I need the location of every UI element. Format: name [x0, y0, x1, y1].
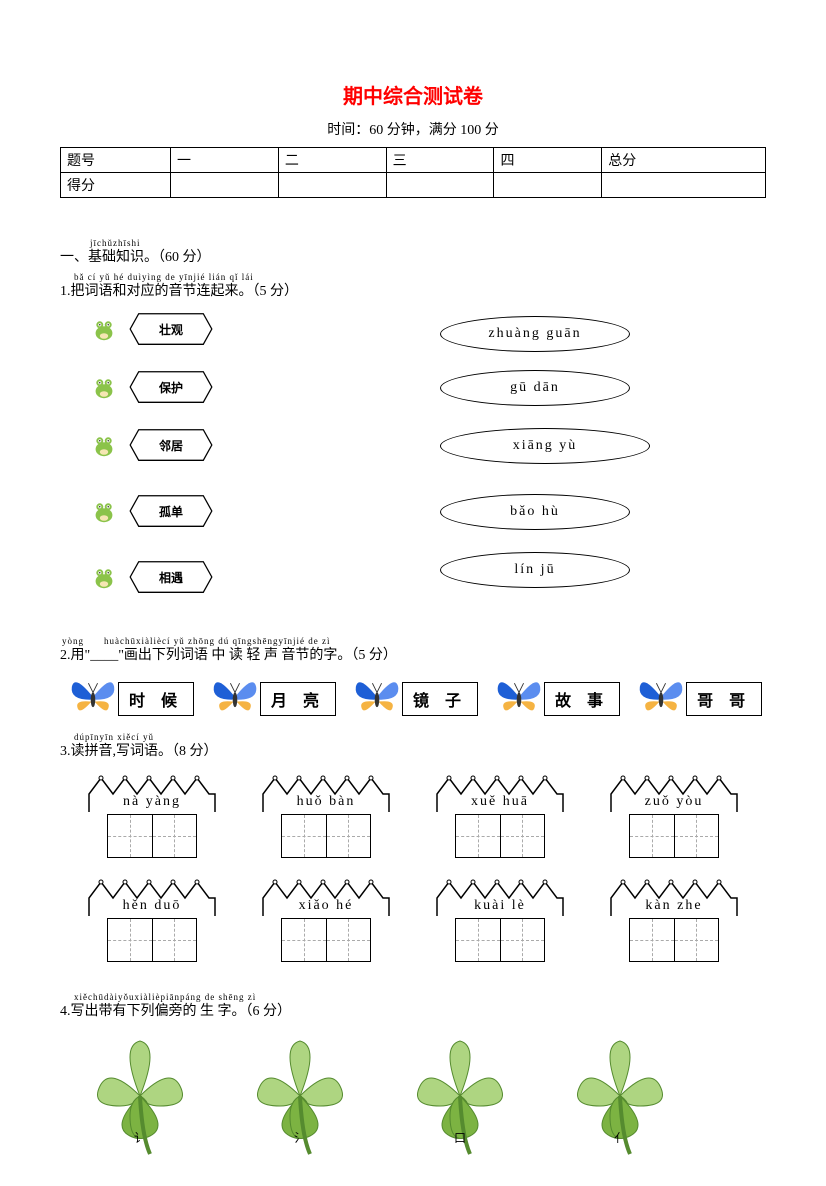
tianzige: [455, 918, 545, 962]
hex-label: 保护: [126, 370, 216, 404]
section-heading: 一、基础知识。（60 分）: [60, 246, 766, 266]
word-item: 哥 哥: [638, 674, 762, 716]
cell: 总分: [602, 148, 766, 173]
pinyin-oval: lín jū: [440, 552, 630, 588]
butterfly-icon: [70, 674, 116, 716]
word-box: 时 候: [118, 682, 194, 716]
cell: [386, 173, 494, 198]
write-cell: xuě huā: [428, 774, 572, 858]
cell: [602, 173, 766, 198]
write-cell: kàn zhe: [602, 878, 746, 962]
cell: [494, 173, 602, 198]
butterfly-icon: [496, 674, 542, 716]
write-cell: kuài lè: [428, 878, 572, 962]
pinyin-oval: zhuàng guān: [440, 316, 630, 352]
write-cell: huǒ bàn: [254, 774, 398, 858]
clover-icon: 氵: [240, 1036, 360, 1156]
pinyin-oval: gū dān: [440, 370, 630, 406]
table-row: 得分: [61, 173, 766, 198]
word-item: 壮观: [90, 312, 216, 346]
word-item: 孤单: [90, 494, 216, 528]
subtitle: 时间：60 分钟，满分 100 分: [60, 119, 766, 139]
butterfly-icon: [212, 674, 258, 716]
clover-icon: 讠: [80, 1036, 200, 1156]
radical-label: 氵: [294, 1129, 306, 1146]
frog-icon: [90, 431, 118, 459]
cell: 一: [171, 148, 279, 173]
crown-label: hěn duō: [87, 878, 217, 918]
cell: 二: [278, 148, 386, 173]
question-title: 4.写出带有下列偏旁的 生 字。（6 分）: [60, 1000, 766, 1020]
word-item: 时 候: [70, 674, 194, 716]
tianzige: [281, 918, 371, 962]
tianzige: [629, 918, 719, 962]
hex-label: 邻居: [126, 428, 216, 462]
cell: 题号: [61, 148, 171, 173]
word-item: 镜 子: [354, 674, 478, 716]
frog-icon: [90, 497, 118, 525]
score-table: 题号 一 二 三 四 总分 得分: [60, 147, 766, 198]
hex-label: 相遇: [126, 560, 216, 594]
crown-label: xiǎo hé: [261, 878, 391, 918]
word-box: 故 事: [544, 682, 620, 716]
word-item: 邻居: [90, 428, 216, 462]
cell: [171, 173, 279, 198]
frog-icon: [90, 315, 118, 343]
frog-icon: [90, 563, 118, 591]
tianzige: [107, 814, 197, 858]
write-cell: hěn duō: [80, 878, 224, 962]
clover-row: 讠 氵 口: [60, 1026, 766, 1166]
word-item: 相遇: [90, 560, 216, 594]
cell: [278, 173, 386, 198]
tianzige: [629, 814, 719, 858]
cell: 三: [386, 148, 494, 173]
crown-label: huǒ bàn: [261, 774, 391, 814]
word-item: 月 亮: [212, 674, 336, 716]
question-title: 1.把词语和对应的音节连起来。（5 分）: [60, 280, 766, 300]
pinyin-oval: bǎo hù: [440, 494, 630, 530]
clover-icon: 口: [400, 1036, 520, 1156]
crown-label: xuě huā: [435, 774, 565, 814]
question-title: 2.用"____"画出下列词语 中 读 轻 声 音节的字。（5 分）: [60, 644, 766, 664]
pinyin-write-grid: nà yàng huǒ bàn xuě huā zuǒ yòu hěn duō …: [60, 766, 766, 972]
word-item: 保护: [90, 370, 216, 404]
cell: 得分: [61, 173, 171, 198]
hex-label: 孤单: [126, 494, 216, 528]
write-cell: xiǎo hé: [254, 878, 398, 962]
matching-exercise: 壮观 保护 邻居 孤单 相遇 zhuàng guān gū dān xiāng …: [60, 306, 766, 626]
tianzige: [107, 918, 197, 962]
tianzige: [281, 814, 371, 858]
hex-label: 壮观: [126, 312, 216, 346]
pinyin-oval: xiāng yù: [440, 428, 650, 464]
clover-icon: 亻: [560, 1036, 680, 1156]
word-box: 哥 哥: [686, 682, 762, 716]
word-box: 镜 子: [402, 682, 478, 716]
question-title: 3.读拼音,写词语。（8 分）: [60, 740, 766, 760]
crown-label: nà yàng: [87, 774, 217, 814]
write-cell: zuǒ yòu: [602, 774, 746, 858]
write-cell: nà yàng: [80, 774, 224, 858]
radical-label: 口: [454, 1129, 466, 1146]
tianzige: [455, 814, 545, 858]
page-title: 期中综合测试卷: [60, 80, 766, 109]
radical-label: 讠: [134, 1129, 146, 1146]
frog-icon: [90, 373, 118, 401]
radical-label: 亻: [614, 1129, 626, 1146]
butterfly-row: 时 候 月 亮 镜 子 故 事 哥 哥: [60, 674, 766, 716]
crown-label: zuǒ yòu: [609, 774, 739, 814]
crown-label: kuài lè: [435, 878, 565, 918]
word-item: 故 事: [496, 674, 620, 716]
cell: 四: [494, 148, 602, 173]
table-row: 题号 一 二 三 四 总分: [61, 148, 766, 173]
butterfly-icon: [638, 674, 684, 716]
crown-label: kàn zhe: [609, 878, 739, 918]
word-box: 月 亮: [260, 682, 336, 716]
butterfly-icon: [354, 674, 400, 716]
